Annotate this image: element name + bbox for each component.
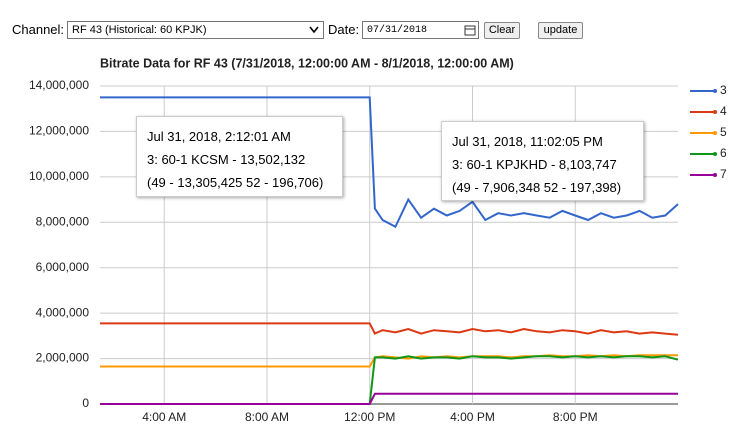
tooltip: Jul 31, 2018, 2:12:01 AM 3: 60-1 KCSM - … <box>136 116 343 197</box>
x-tick-label: 4:00 PM <box>450 410 495 424</box>
y-tick-label: 4,000,000 <box>36 305 90 319</box>
y-tick-label: 8,000,000 <box>36 214 90 228</box>
y-tick-label: 12,000,000 <box>29 124 89 138</box>
tooltip-line: (49 - 7,906,348 52 - 197,398) <box>452 180 622 195</box>
y-tick-label: 6,000,000 <box>36 260 90 274</box>
x-tick-label: 12:00 PM <box>344 410 395 424</box>
x-tick-label: 8:00 PM <box>553 410 598 424</box>
x-tick-label: 8:00 AM <box>245 410 289 424</box>
legend-label: 5 <box>720 125 727 139</box>
dropdown-arrow <box>309 26 319 34</box>
legend-label: 7 <box>720 167 727 181</box>
channel-label: Channel: <box>12 22 65 37</box>
legend-dot <box>713 152 717 156</box>
tooltip: Jul 31, 2018, 11:02:05 PM 3: 60-1 KPJKHD… <box>441 121 644 201</box>
legend-dot <box>713 173 717 177</box>
tooltip-line: 3: 60-1 KCSM - 13,502,132 <box>147 152 306 167</box>
y-tick-label: 14,000,000 <box>29 78 89 92</box>
tooltip-title: Jul 31, 2018, 11:02:05 PM <box>452 134 603 149</box>
date-input[interactable]: 07/31/2018 <box>362 21 479 39</box>
y-tick-label: 10,000,000 <box>29 169 89 183</box>
tooltip-line: (49 - 13,305,425 52 - 196,706) <box>147 175 324 190</box>
update-button[interactable]: update <box>538 22 583 39</box>
legend-dot <box>713 110 717 114</box>
channel-value: RF 43 (Historical: 60 KPJK) <box>72 24 207 36</box>
y-tick-label: 2,000,000 <box>36 351 90 365</box>
series-line <box>100 392 678 405</box>
legend-label: 6 <box>720 146 727 160</box>
clear-button[interactable]: Clear <box>484 22 520 39</box>
legend-label: 3 <box>720 83 727 97</box>
series-line <box>100 96 679 229</box>
tooltip-title: Jul 31, 2018, 2:12:01 AM <box>147 129 291 144</box>
legend-label: 4 <box>720 104 727 118</box>
series-line <box>100 322 679 336</box>
series-line <box>100 355 679 405</box>
date-value: 07/31/2018 <box>367 25 428 36</box>
calendar-icon <box>464 25 476 36</box>
legend-dot <box>713 131 717 135</box>
x-tick-label: 4:00 AM <box>142 410 186 424</box>
chart-title: Bitrate Data for RF 43 (7/31/2018, 12:00… <box>100 56 514 70</box>
date-label: Date: <box>328 22 360 37</box>
tooltip-line: 3: 60-1 KPJKHD - 8,103,747 <box>452 157 617 172</box>
y-tick-label: 0 <box>82 396 89 410</box>
channel-select[interactable]: RF 43 (Historical: 60 KPJK) <box>67 21 324 39</box>
legend-dot <box>713 89 717 93</box>
